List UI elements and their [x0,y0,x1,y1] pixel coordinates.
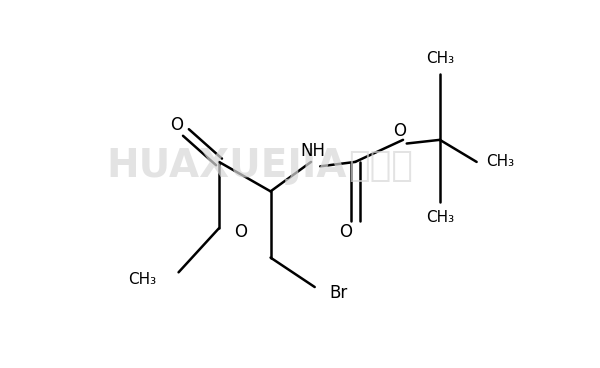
Text: CH₃: CH₃ [426,210,454,224]
Text: CH₃: CH₃ [426,52,454,66]
Text: CH₃: CH₃ [486,155,514,169]
Text: HUAXUEJIA: HUAXUEJIA [106,146,347,185]
Text: O: O [393,122,406,139]
Text: CH₃: CH₃ [128,272,157,287]
Text: Br: Br [329,284,347,301]
Text: 化学加: 化学加 [349,149,413,183]
Text: O: O [234,223,247,241]
Text: NH: NH [301,142,325,160]
Text: O: O [170,116,183,134]
Text: O: O [340,223,353,241]
